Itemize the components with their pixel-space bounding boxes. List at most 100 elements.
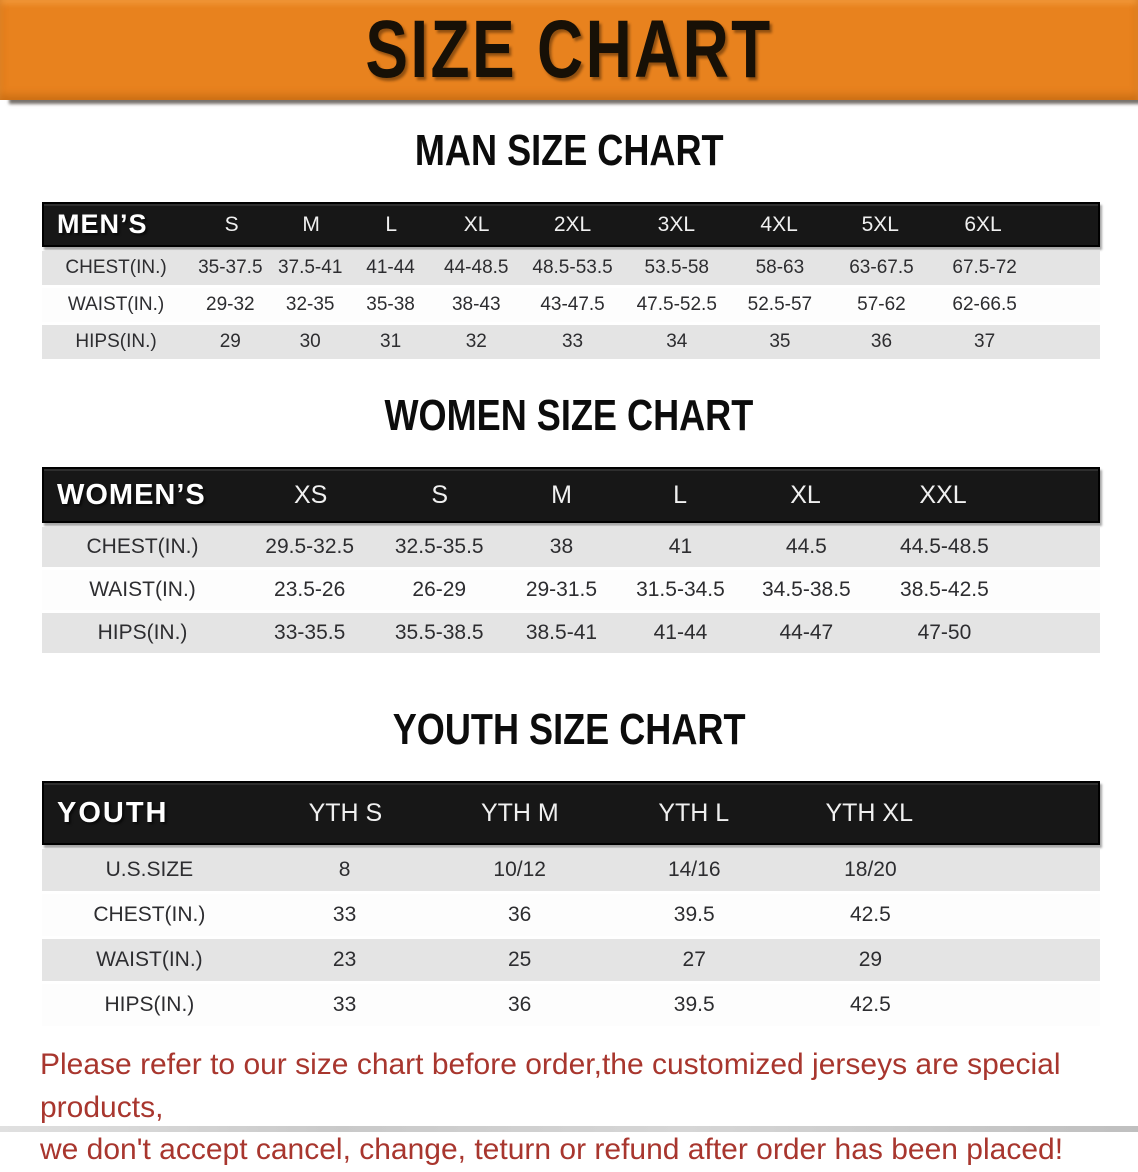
value-cell: 62-66.5: [952, 294, 1017, 315]
value-cell: 63-67.5: [849, 257, 914, 278]
value-cell: 33: [332, 993, 357, 1016]
value-cell: 29-31.5: [525, 578, 598, 601]
column-header-cell: 5XL: [861, 212, 899, 236]
value-cell: 42.5: [849, 903, 891, 926]
value-cell: 47-50: [917, 621, 972, 644]
value-cell: 29-32: [206, 294, 255, 315]
youth-size-table: YOUTH YTH S YTH M YTH L YTH XL U.S.SIZE 8 10/12…: [42, 781, 1100, 1026]
column-header-cell: L: [673, 480, 688, 509]
column-header-cell: L: [385, 212, 398, 236]
value-cell: 35.5-38.5: [394, 621, 484, 644]
value-cell: 10/12: [493, 858, 546, 881]
table-header-row: MEN’S S M L XL 2XL 3XL 4XL 5XL 6XL: [42, 202, 1100, 247]
value-cell: 23: [332, 948, 357, 971]
row-label-cell: CHEST(IN.): [93, 903, 206, 926]
table-row: CHEST(IN.) 29.5-32.5 32.5-35.5 38 41 44.5 44.5…: [42, 527, 1100, 567]
value-cell: 38.5-41: [525, 621, 598, 644]
value-cell: 36: [870, 331, 893, 352]
order-notice-line-1: Please refer to our size chart before or…: [40, 1048, 1061, 1124]
value-cell: 44.5: [785, 535, 827, 558]
value-cell: 48.5-53.5: [532, 257, 613, 278]
order-notice: Please refer to our size chart before or…: [40, 1044, 1108, 1172]
table-corner-label: MEN’S: [57, 209, 148, 239]
row-label-cell: U.S.SIZE: [105, 858, 194, 881]
row-label-cell: HIPS(IN.): [75, 331, 157, 352]
women-section-heading: WOMEN SIZE CHART: [0, 391, 1138, 441]
column-header-cell: YTH L: [658, 798, 730, 827]
row-label-cell: CHEST(IN.): [86, 535, 199, 558]
men-size-table: MEN’S S M L XL 2XL 3XL 4XL 5XL 6XL CHEST(IN.) 35-37…: [42, 202, 1100, 359]
column-header-cell: M: [551, 480, 572, 509]
table-header-row: YOUTH YTH S YTH M YTH L YTH XL: [42, 781, 1100, 845]
value-cell: 29: [858, 948, 883, 971]
value-cell: 32-35: [285, 294, 335, 315]
value-cell: 38-43: [451, 294, 501, 315]
value-cell: 35-37.5: [198, 257, 263, 278]
value-cell: 26-29: [412, 578, 467, 601]
row-label-cell: WAIST(IN.): [89, 578, 196, 601]
women-section-title: WOMEN SIZE CHART: [384, 391, 754, 440]
banner: SIZE CHART: [0, 0, 1138, 100]
column-header-cell: YTH S: [308, 798, 383, 827]
value-cell: 31: [380, 331, 402, 352]
value-cell: 34: [666, 331, 688, 352]
column-header-cell: M: [302, 212, 320, 236]
value-cell: 35: [769, 331, 791, 352]
column-header-cell: XL: [790, 480, 821, 509]
column-header-cell: XL: [463, 212, 490, 236]
column-header-cell: XXL: [919, 480, 967, 509]
column-header-cell: 6XL: [964, 212, 1002, 236]
table-row: HIPS(IN.) 33 36 39.5 42.5: [42, 984, 1100, 1026]
value-cell: 38: [549, 535, 574, 558]
column-header-cell: 4XL: [760, 212, 798, 236]
banner-title: SIZE CHART: [365, 4, 773, 95]
table-row: WAIST(IN.) 23 25 27 29: [42, 939, 1100, 981]
value-cell: 52.5-57: [747, 294, 813, 315]
value-cell: 39.5: [673, 993, 715, 1016]
image-bottom-edge: [0, 1126, 1138, 1132]
youth-section-title: YOUTH SIZE CHART: [392, 705, 746, 754]
value-cell: 31.5-34.5: [636, 578, 725, 601]
table-row: HIPS(IN.) 29 30 31 32 33 34 35 36 37: [42, 325, 1100, 359]
value-cell: 32.5-35.5: [394, 535, 484, 558]
table-corner-label: WOMEN’S: [57, 478, 206, 511]
value-cell: 29.5-32.5: [265, 535, 355, 558]
value-cell: 41-44: [653, 621, 708, 644]
value-cell: 35-38: [366, 294, 415, 315]
women-size-table: WOMEN’S XS S M L XL XXL CHEST(IN.) 29.5-32.5 32.5…: [42, 467, 1100, 653]
table-row: HIPS(IN.) 33-35.5 35.5-38.5 38.5-41 41-44 44-…: [42, 613, 1100, 653]
value-cell: 41: [668, 535, 693, 558]
table-row: WAIST(IN.) 23.5-26 26-29 29-31.5 31.5-34.5 34…: [42, 570, 1100, 610]
value-cell: 44-47: [779, 621, 834, 644]
man-section-title: MAN SIZE CHART: [414, 126, 724, 175]
table-row: CHEST(IN.) 33 36 39.5 42.5: [42, 894, 1100, 936]
value-cell: 18/20: [844, 858, 897, 881]
youth-section-heading: YOUTH SIZE CHART: [0, 705, 1138, 755]
value-cell: 23.5-26: [274, 578, 346, 601]
value-cell: 39.5: [673, 903, 715, 926]
value-cell: 44.5-48.5: [900, 535, 989, 558]
row-label-cell: WAIST(IN.): [67, 294, 165, 315]
column-header-cell: S: [224, 212, 239, 236]
value-cell: 30: [299, 331, 321, 352]
value-cell: 47.5-52.5: [636, 294, 717, 315]
value-cell: 27: [682, 948, 706, 971]
order-notice-line-2: we don't accept cancel, change, teturn o…: [40, 1133, 1064, 1167]
table-header-row: WOMEN’S XS S M L XL XXL: [42, 467, 1100, 523]
value-cell: 53.5-58: [644, 257, 709, 278]
value-cell: 44-48.5: [444, 257, 509, 278]
value-cell: 37.5-41: [277, 257, 343, 278]
column-header-cell: YTH XL: [825, 798, 914, 827]
value-cell: 58-63: [755, 257, 805, 278]
row-label-cell: WAIST(IN.): [96, 948, 203, 971]
value-cell: 33-35.5: [274, 621, 346, 644]
value-cell: 36: [507, 903, 532, 926]
value-cell: 34.5-38.5: [761, 578, 851, 601]
value-cell: 42.5: [849, 993, 891, 1016]
table-corner-label: YOUTH: [57, 796, 169, 829]
row-label-cell: HIPS(IN.): [104, 993, 195, 1016]
table-row: CHEST(IN.) 35-37.5 37.5-41 41-44 44-48.5 48.5…: [42, 251, 1100, 285]
value-cell: 41-44: [366, 257, 415, 278]
value-cell: 36: [507, 993, 532, 1016]
